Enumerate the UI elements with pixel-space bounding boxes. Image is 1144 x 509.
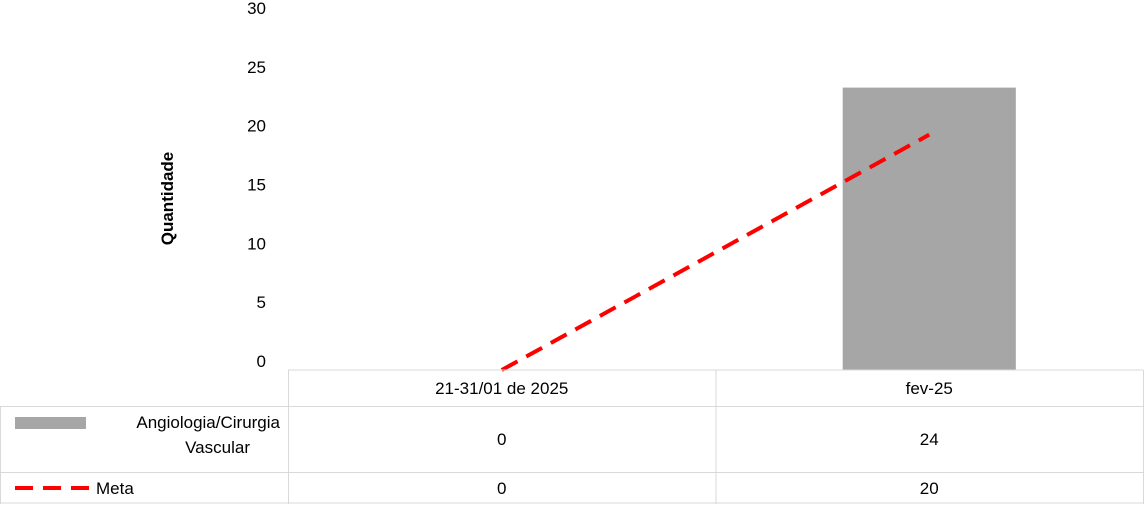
y-tick-label: 30 [247,0,266,18]
legend-label: Meta [96,479,134,498]
legend-key-bar [15,417,86,429]
y-tick-label: 25 [247,58,266,77]
table-value: 0 [497,430,506,449]
legend-label: Angiologia/Cirurgia [136,413,280,432]
y-tick-label: 0 [257,352,266,371]
y-tick-label: 5 [257,293,266,312]
y-tick-label: 10 [247,234,266,253]
category-label: fev-25 [906,379,953,398]
y-tick-label: 15 [247,176,266,195]
bar [843,88,1016,370]
y-axis-title: Quantidade [158,152,177,246]
legend-label: Vascular [185,438,250,457]
category-label: 21-31/01 de 2025 [435,379,568,398]
table-value: 20 [920,479,939,498]
y-tick-label: 20 [247,117,266,136]
table-value: 0 [497,479,506,498]
table-value: 24 [920,430,939,449]
